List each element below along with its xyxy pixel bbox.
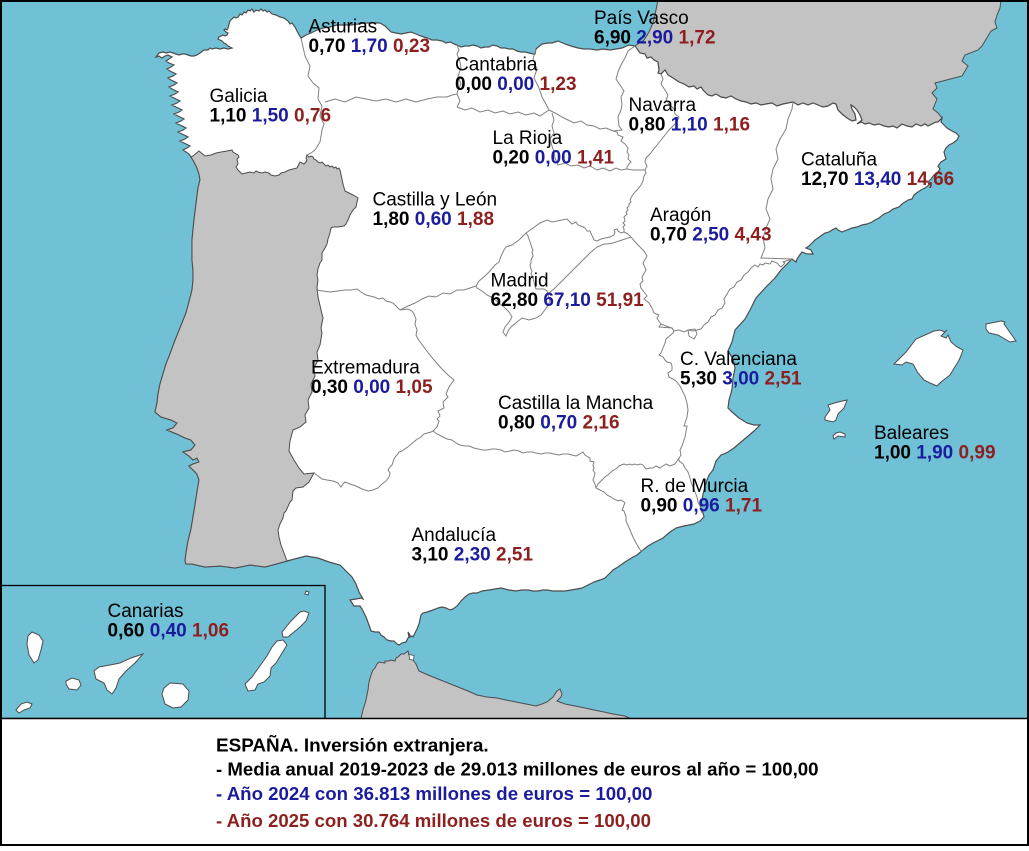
svg-text:Cantabria: Cantabria [455,55,538,76]
svg-text:- Media anual 2019-2023 de 29.: - Media anual 2019-2023 de 29.013 millon… [216,759,819,780]
svg-text:62,80 67,10 51,91: 62,80 67,10 51,91 [491,290,645,311]
svg-text:Andalucía: Andalucía [412,525,497,546]
svg-text:0,00 0,00 1,23: 0,00 0,00 1,23 [455,74,577,95]
svg-text:Baleares: Baleares [874,423,949,444]
svg-text:País Vasco: País Vasco [594,8,689,29]
svg-text:1,10 1,50 0,76: 1,10 1,50 0,76 [210,105,332,126]
svg-text:Aragón: Aragón [650,205,711,226]
svg-text:Galicia: Galicia [210,86,269,107]
svg-text:0,20 0,00 1,41: 0,20 0,00 1,41 [493,147,615,168]
svg-text:Navarra: Navarra [629,95,697,116]
svg-text:- Año 2024 con 36.813 millones: - Año 2024 con 36.813 millones de euros … [216,783,652,804]
svg-text:- Año 2025 con 30.764 millones: - Año 2025 con 30.764 millones de euros … [216,810,651,831]
svg-text:0,30 0,00 1,05: 0,30 0,00 1,05 [311,377,433,398]
svg-text:Canarias: Canarias [108,601,184,622]
svg-text:Madrid: Madrid [491,271,549,292]
svg-text:1,80 0,60 1,88: 1,80 0,60 1,88 [373,209,495,230]
svg-text:0,80 0,70 2,16: 0,80 0,70 2,16 [498,412,620,433]
svg-text:0,60 0,40 1,06: 0,60 0,40 1,06 [108,620,230,641]
svg-text:6,90 2,90 1,72: 6,90 2,90 1,72 [594,27,716,48]
svg-text:1,00 1,90 0,99: 1,00 1,90 0,99 [874,442,996,463]
svg-text:Castilla y León: Castilla y León [373,190,498,211]
svg-text:0,70 1,70 0,23: 0,70 1,70 0,23 [309,36,431,57]
svg-text:ESPAÑA. Inversión extranjera.: ESPAÑA. Inversión extranjera. [216,735,489,757]
svg-text:5,30 3,00 2,51: 5,30 3,00 2,51 [680,368,802,389]
svg-text:3,10 2,30 2,51: 3,10 2,30 2,51 [412,544,534,565]
svg-text:Cataluña: Cataluña [801,150,877,171]
svg-text:La Rioja: La Rioja [493,128,563,149]
svg-text:0,70 2,50 4,43: 0,70 2,50 4,43 [650,224,772,245]
svg-text:0,80 1,10 1,16: 0,80 1,10 1,16 [629,114,751,135]
svg-text:12,70 13,40 14,66: 12,70 13,40 14,66 [801,169,954,190]
svg-text:Castilla la Mancha: Castilla la Mancha [498,393,654,414]
svg-text:R. de Murcia: R. de Murcia [641,476,749,497]
svg-text:0,90 0,96 1,71: 0,90 0,96 1,71 [641,495,763,516]
svg-text:Asturias: Asturias [309,17,378,38]
svg-text:Extremadura: Extremadura [311,358,420,379]
svg-text:C. Valenciana: C. Valenciana [680,349,797,370]
